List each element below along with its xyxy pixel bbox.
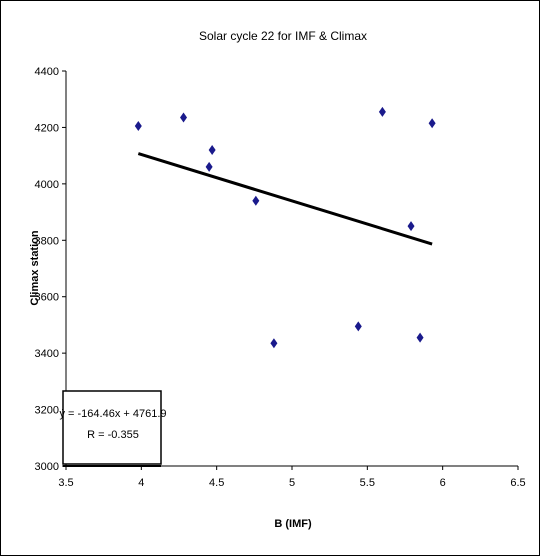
y-tick-label: 4400	[35, 66, 59, 78]
chart-title: Solar cycle 22 for IMF & Climax	[199, 29, 367, 43]
data-point	[407, 221, 415, 232]
x-tick-label: 4	[138, 477, 144, 489]
y-tick-label: 3800	[35, 235, 59, 247]
data-point	[428, 118, 436, 129]
x-tick-label: 4.5	[209, 477, 224, 489]
y-axis-label: Climax station	[29, 230, 41, 305]
x-axis-label: B (IMF)	[274, 518, 312, 530]
y-tick-label: 4200	[35, 122, 59, 134]
x-tick-label: 6.5	[510, 477, 525, 489]
plot-area: 3000 3200 3400 3600 3800 4000 4200 4400 3.5 4 4.5…	[35, 66, 526, 489]
trendline-equation: y = -164.46x + 4761.9	[59, 408, 166, 420]
x-tick-label: 3.5	[58, 477, 73, 489]
y-tick-group: 3000 3200 3400 3600 3800 4000 4200 4400	[35, 66, 66, 473]
equation-box-border	[62, 390, 162, 465]
regression-equation-box: y = -164.46x + 4761.9 R = -0.355	[59, 390, 167, 467]
y-tick-label: 4000	[35, 179, 59, 191]
data-points	[134, 106, 436, 349]
x-tick-label: 5	[289, 477, 295, 489]
data-point	[134, 121, 142, 132]
x-tick-group: 3.5 4 4.5 5 5.5 6 6.5	[58, 466, 526, 489]
y-tick-label: 3200	[35, 405, 59, 417]
data-point	[252, 195, 260, 206]
x-tick-label: 5.5	[360, 477, 375, 489]
y-tick-label: 3000	[35, 461, 59, 473]
data-point	[180, 112, 188, 123]
x-tick-label: 6	[440, 477, 446, 489]
trendline-r-value: R = -0.355	[87, 429, 139, 441]
trendline	[137, 152, 433, 246]
data-point	[270, 338, 278, 349]
data-point	[416, 332, 424, 343]
data-point	[354, 321, 362, 332]
data-point	[378, 106, 386, 117]
y-tick-label: 3400	[35, 348, 59, 360]
data-point	[205, 161, 213, 172]
data-point	[208, 145, 216, 155]
y-tick-label: 3600	[35, 292, 59, 304]
